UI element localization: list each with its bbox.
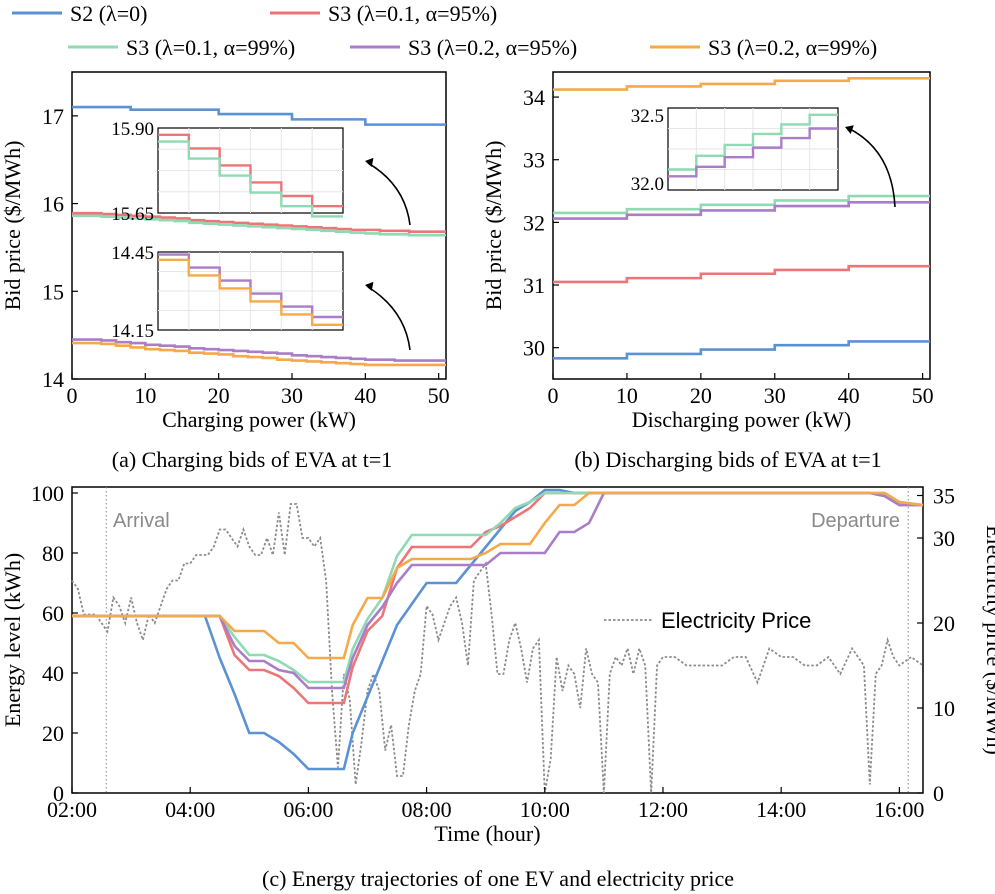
series-line xyxy=(553,340,930,360)
energy-line xyxy=(72,491,923,690)
arrow-head xyxy=(365,281,374,291)
series-line xyxy=(553,194,930,215)
price-line xyxy=(71,503,924,794)
inset-tick-label: 15.90 xyxy=(111,119,154,140)
x-tick-label: 14:00 xyxy=(756,797,806,822)
inset-tick-label: 14.15 xyxy=(111,321,154,342)
series-line xyxy=(72,341,446,367)
y2-tick-label: 20 xyxy=(933,611,955,636)
zoom-arrow xyxy=(367,162,411,226)
arrow-head xyxy=(845,125,854,135)
inset-tick-label: 15.65 xyxy=(111,204,154,225)
series-line xyxy=(72,105,446,126)
x-tick-label: 50 xyxy=(428,383,450,408)
zoom-arrow xyxy=(847,127,896,208)
plot-frame xyxy=(71,486,924,794)
x-tick-label: 40 xyxy=(838,383,860,408)
x-tick-label: 04:00 xyxy=(165,797,215,822)
y-tick-label: 60 xyxy=(42,601,64,626)
y2-tick-label: 35 xyxy=(933,484,955,509)
panel-a-charging-bids: 0 10 20 30 40 50 14 15 16 17 Charging power (kW) Bi… xyxy=(0,71,450,432)
legend-label: S3 (λ=0.2, α=95%) xyxy=(408,35,577,60)
caption-b: (b) Discharging bids of EVA at t=1 xyxy=(574,447,881,472)
y-axis-label: Energy level (kWh) xyxy=(0,553,25,727)
inset-series-line xyxy=(668,127,838,178)
x-tick-label: 10 xyxy=(134,383,156,408)
x-axis-label: Charging power (kW) xyxy=(162,407,356,432)
y-tick-label: 0 xyxy=(53,781,64,806)
legend-label: S2 (λ=0) xyxy=(70,1,147,26)
series-line xyxy=(553,76,930,91)
series-line xyxy=(553,201,930,220)
x-tick-label: 40 xyxy=(354,383,376,408)
y-tick-label: 17 xyxy=(42,104,64,129)
x-tick-label: 12:00 xyxy=(638,797,688,822)
caption-c: (c) Energy trajectories of one EV and el… xyxy=(262,866,734,891)
series-line xyxy=(553,264,930,284)
y-tick-label: 80 xyxy=(42,541,64,566)
x-tick-label: 06:00 xyxy=(283,797,333,822)
y2-axis-label: Electricity price ($/MWh) xyxy=(982,525,995,755)
y-tick-label: 30 xyxy=(523,336,545,361)
y-tick-label: 20 xyxy=(42,721,64,746)
legend-label: S3 (λ=0.1, α=99%) xyxy=(126,35,295,60)
annotation-arrival: Arrival xyxy=(113,510,170,532)
arrow-head xyxy=(365,157,374,167)
x-axis-label: Discharging power (kW) xyxy=(632,407,852,432)
y-tick-label: 100 xyxy=(31,481,64,506)
inset-series-line xyxy=(668,113,838,171)
y-tick-label: 33 xyxy=(523,148,545,173)
y-axis-label: Bid price ($/MWh) xyxy=(0,141,25,311)
y-tick-label: 40 xyxy=(42,661,64,686)
zoom-arrow xyxy=(367,286,411,351)
x-tick-label: 02:00 xyxy=(47,797,97,822)
y2-tick-label: 30 xyxy=(933,526,955,551)
y-tick-label: 32 xyxy=(523,210,545,235)
caption-a: (a) Charging bids of EVA at t=1 xyxy=(112,447,392,472)
inset-tick-label: 14.45 xyxy=(111,243,154,264)
series-line xyxy=(72,214,446,237)
legend-label: S3 (λ=0.1, α=95%) xyxy=(328,1,497,26)
y-tick-label: 15 xyxy=(42,279,64,304)
inset-tick-label: 32.0 xyxy=(631,174,664,195)
x-tick-label: 20 xyxy=(208,383,230,408)
annotation-departure: Departure xyxy=(811,510,900,532)
y-tick-label: 14 xyxy=(42,367,64,392)
x-tick-label: 10:00 xyxy=(520,797,570,822)
inset-series-line xyxy=(158,258,343,326)
y2-tick-label: 0 xyxy=(933,781,944,806)
inset-tick-label: 32.5 xyxy=(631,106,664,127)
series-line xyxy=(72,338,446,362)
y2-tick-label: 10 xyxy=(933,696,955,721)
legend-label: S3 (λ=0.2, α=99%) xyxy=(708,35,877,60)
x-tick-label: 20 xyxy=(690,383,712,408)
x-tick-label: 30 xyxy=(281,383,303,408)
x-tick-label: 0 xyxy=(67,383,78,408)
panel-b-discharging-bids: 0 10 20 30 40 50 30 31 32 33 34 Discharging power (… xyxy=(481,71,934,432)
energy-line xyxy=(72,491,924,660)
y-tick-label: 16 xyxy=(42,192,64,217)
plot-frame xyxy=(552,71,931,380)
price-legend-label: Electricity Price xyxy=(661,608,811,633)
series-line xyxy=(72,211,446,233)
y-tick-label: 34 xyxy=(523,85,545,110)
x-tick-label: 30 xyxy=(764,383,786,408)
energy-line xyxy=(72,491,924,684)
y-axis-label: Bid price ($/MWh) xyxy=(481,141,506,311)
x-tick-label: 16:00 xyxy=(874,797,924,822)
inset-series-line xyxy=(158,140,343,218)
x-tick-label: 0 xyxy=(548,383,559,408)
plot-frame xyxy=(71,71,447,380)
x-tick-label: 08:00 xyxy=(402,797,452,822)
x-tick-label: 10 xyxy=(616,383,638,408)
y-tick-label: 31 xyxy=(523,273,545,298)
x-tick-label: 50 xyxy=(912,383,934,408)
x-axis-label: Time (hour) xyxy=(434,821,540,846)
legend: S2 (λ=0) S3 (λ=0.1, α=95%) S3 (λ=0.1, α=99… xyxy=(12,1,877,60)
